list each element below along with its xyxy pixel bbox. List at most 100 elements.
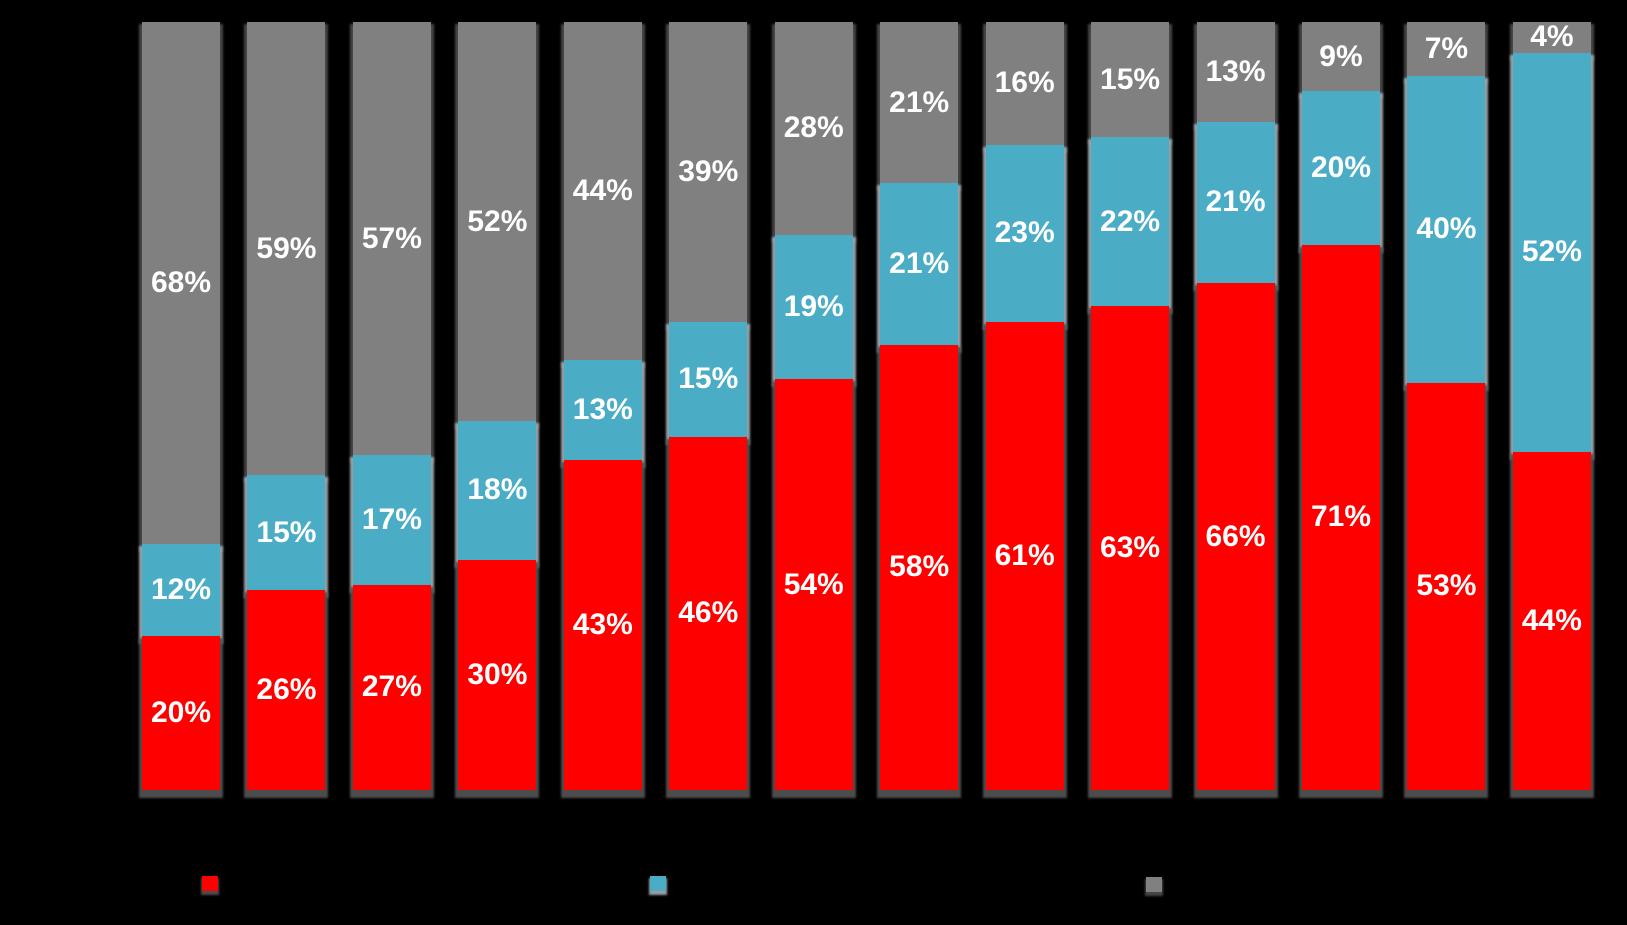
bar-column: 59% 15% 26% [247,22,326,790]
stacked-bar-plot: 68% 12% 20% 59% 15% 26% 57% 17% 27% 52% 18% 30% 44% 1… [142,22,1591,790]
segment-data-label: 7% [1424,31,1469,65]
segment-data-label: 71% [1310,500,1371,534]
segment-data-label: 66% [1205,519,1266,553]
segment-data-label: 16% [994,66,1055,100]
segment-data-label: 18% [467,473,528,507]
segment-data-label: 20% [1310,150,1371,184]
segment-data-label: 21% [1205,185,1266,219]
segment-data-label: 53% [1416,569,1477,603]
segment-data-label: 68% [150,266,212,300]
bar-segment-blue: 52% [1512,52,1591,453]
bar-segment-blue: 12% [142,544,220,637]
bar-segment-red: 44% [1512,452,1591,790]
bar-segment-gray: 15% [1091,22,1170,138]
bar-segment-gray: 16% [985,22,1064,145]
segment-data-label: 39% [678,154,739,188]
bar-segment-blue: 21% [1196,121,1275,284]
legend-swatch-gray-icon [1146,877,1162,892]
segment-data-label: 21% [889,246,950,280]
bar-segment-red: 53% [1407,382,1486,790]
bar-column: 68% 12% 20% [142,22,220,790]
bar-segment-gray: 21% [880,22,959,184]
segment-data-label: 27% [361,670,422,704]
bar-column: 21% 21% 58% [880,22,959,790]
segment-data-label: 12% [150,573,212,607]
bar-segment-blue: 40% [1407,75,1486,383]
segment-data-label: 63% [1100,531,1161,565]
bar-segment-red: 26% [247,590,326,790]
bar-column: 28% 19% 54% [774,22,853,790]
bar-segment-blue: 18% [458,421,537,560]
bar-segment-red: 43% [563,459,642,790]
segment-data-label: 44% [572,173,633,207]
segment-data-label: 54% [783,567,844,601]
bar-segment-red: 71% [1301,244,1380,790]
bar-segment-gray: 68% [142,22,220,545]
segment-data-label: 9% [1319,39,1363,73]
segment-data-label: 59% [256,231,317,265]
segment-data-label: 15% [256,515,317,549]
segment-data-label: 4% [1530,20,1574,54]
segment-data-label: 58% [889,550,950,584]
bar-column: 16% 23% 61% [985,22,1064,790]
legend-entry-blue [650,876,676,891]
segment-data-label: 28% [783,111,844,145]
bar-segment-red: 54% [774,379,853,790]
segment-data-label: 43% [572,607,633,641]
bar-segment-gray: 44% [563,22,642,360]
bar-column: 13% 21% 66% [1196,22,1275,790]
segment-data-label: 40% [1416,212,1477,246]
bar-segment-red: 20% [142,636,220,790]
segment-data-label: 20% [150,696,212,730]
bar-segment-red: 46% [669,436,748,790]
bar-segment-red: 66% [1196,283,1275,790]
bar-segment-red: 58% [880,344,959,790]
legend-entry-gray [1146,877,1172,892]
bar-column: 52% 18% 30% [458,22,537,790]
bar-segment-gray: 4% [1512,20,1591,54]
bar-segment-red: 61% [985,321,1064,790]
segment-data-label: 52% [467,204,528,238]
bar-column: 39% 15% 46% [669,22,748,790]
segment-data-label: 21% [889,85,950,119]
bar-segment-gray: 13% [1196,22,1275,122]
segment-data-label: 26% [256,673,317,707]
segment-data-label: 30% [467,657,528,691]
segment-data-label: 52% [1521,235,1582,269]
bar-column: 4% 52% 44% [1512,20,1591,790]
bar-segment-blue: 15% [247,475,326,591]
bar-segment-red: 63% [1091,306,1170,790]
bar-segment-blue: 22% [1091,137,1170,307]
segment-data-label: 23% [994,216,1055,250]
bar-segment-red: 30% [458,559,537,790]
bar-segment-red: 27% [352,584,431,790]
bar-column: 15% 22% 63% [1091,22,1170,790]
bar-segment-blue: 15% [669,321,748,437]
segment-data-label: 19% [783,290,844,324]
bar-column: 44% 13% 43% [563,22,642,790]
bar-column: 9% 20% 71% [1301,22,1380,790]
bar-segment-blue: 19% [774,234,853,380]
bar-segment-gray: 9% [1301,22,1380,92]
bar-column: 57% 17% 27% [352,22,431,790]
bar-segment-gray: 57% [352,22,431,456]
segment-data-label: 15% [678,362,739,396]
bar-segment-gray: 28% [774,22,853,235]
bar-segment-blue: 21% [880,183,959,345]
bar-segment-gray: 7% [1407,22,1486,76]
bar-segment-blue: 20% [1301,91,1380,245]
segment-data-label: 13% [1205,54,1266,88]
bar-segment-blue: 23% [985,144,1064,322]
bar-segment-gray: 52% [458,22,537,422]
segment-data-label: 61% [994,538,1055,572]
segment-data-label: 13% [572,392,633,426]
bar-segment-blue: 13% [563,359,642,460]
bar-segment-gray: 39% [669,22,748,322]
segment-data-label: 15% [1100,62,1161,96]
segment-data-label: 46% [678,596,739,630]
segment-data-label: 57% [361,221,422,255]
bar-column: 7% 40% 53% [1407,22,1486,790]
bar-segment-blue: 17% [352,455,431,585]
segment-data-label: 17% [361,503,422,537]
